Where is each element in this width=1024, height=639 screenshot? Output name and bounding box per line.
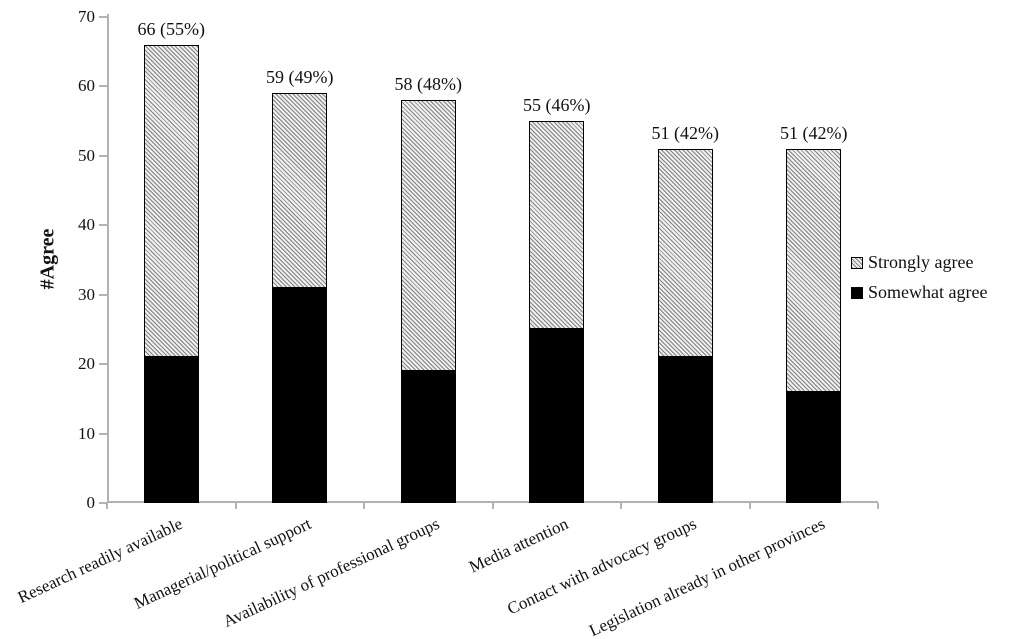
- x-tick-mark: [234, 503, 237, 509]
- y-tick-label: 20: [78, 354, 95, 374]
- y-axis-title: #Agree: [36, 228, 59, 290]
- y-tick-label: 50: [78, 145, 95, 165]
- category-label: Legislation already in other provinces: [586, 514, 828, 639]
- y-tick-mark: [99, 224, 107, 227]
- x-tick-mark: [363, 503, 365, 509]
- y-tick-mark: [99, 432, 107, 435]
- y-tick-mark: [99, 363, 107, 366]
- legend-item-somewhat-agree: Somewhat agree: [851, 282, 987, 303]
- y-tick-mark: [99, 16, 107, 18]
- legend-item-strongly-agree: Strongly agree: [851, 252, 987, 273]
- category-label: Media attention: [465, 514, 571, 577]
- bar-total-label: 51 (42%): [780, 122, 848, 143]
- somewhat-agree-swatch-icon: [851, 286, 863, 299]
- bar-segment-somewhat-agree: [657, 357, 713, 503]
- bar-segment-somewhat-agree: [786, 391, 842, 503]
- bar-segment-strongly-agree: [786, 148, 842, 392]
- y-tick-mark: [99, 85, 107, 88]
- y-tick-mark: [99, 502, 107, 504]
- bar-segment-somewhat-agree: [143, 357, 199, 503]
- bar-total-label: 59 (49%): [266, 67, 334, 88]
- y-tick-label: 10: [78, 423, 95, 443]
- bar-total-label: 55 (46%): [523, 95, 591, 116]
- bar-total-label: 51 (42%): [651, 122, 719, 143]
- y-tick-label: 0: [86, 493, 96, 512]
- x-tick-mark: [748, 503, 751, 509]
- legend-label-strongly-agree: Strongly agree: [868, 252, 974, 272]
- bar-segment-strongly-agree: [529, 121, 585, 330]
- y-tick-label: 40: [78, 215, 95, 235]
- category-label: Availability of professional groups: [220, 514, 443, 632]
- bar-segment-somewhat-agree: [400, 371, 456, 503]
- x-tick-mark: [877, 503, 879, 509]
- y-tick-mark: [99, 293, 107, 296]
- bar-segment-strongly-agree: [657, 148, 713, 358]
- y-tick-label: 60: [78, 76, 95, 96]
- strongly-agree-swatch-icon: [851, 256, 863, 269]
- bar-segment-somewhat-agree: [272, 287, 328, 503]
- x-tick-mark: [106, 503, 108, 509]
- bar-total-label: 66 (55%): [137, 18, 205, 39]
- bar-segment-somewhat-agree: [529, 329, 585, 503]
- legend-label-somewhat-agree: Somewhat agree: [868, 282, 988, 302]
- y-tick-mark: [99, 154, 107, 157]
- bar-segment-strongly-agree: [143, 44, 199, 358]
- y-tick-label: 30: [78, 284, 95, 304]
- bar-segment-strongly-agree: [400, 100, 456, 372]
- bar-total-label: 58 (48%): [394, 74, 462, 95]
- plot-area: [107, 14, 878, 503]
- bar-segment-strongly-agree: [272, 93, 328, 288]
- x-tick-mark: [491, 503, 494, 509]
- x-tick-mark: [620, 503, 622, 509]
- y-tick-label: 70: [78, 7, 95, 26]
- legend: Strongly agree Somewhat agree: [851, 252, 987, 303]
